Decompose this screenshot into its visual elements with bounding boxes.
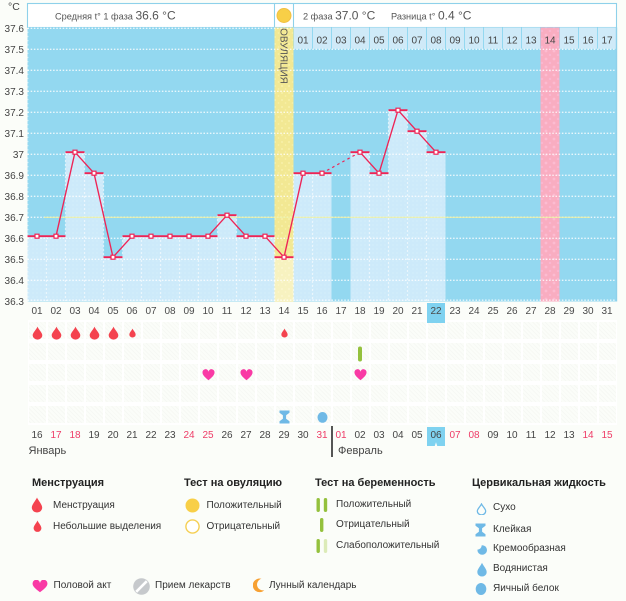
svg-text:14: 14 [544,36,556,47]
svg-text:37.1: 37.1 [5,129,25,140]
svg-text:02: 02 [316,36,328,47]
svg-text:36.6: 36.6 [5,234,25,245]
svg-text:08: 08 [430,36,442,47]
svg-text:06: 06 [392,36,404,47]
svg-text:07: 07 [411,36,423,47]
svg-text:37.4: 37.4 [5,66,25,77]
svg-text:10: 10 [468,36,480,47]
svg-text:17: 17 [601,36,613,47]
svg-text:Средняя t° 1 фаза 36.6 °C: Средняя t° 1 фаза 36.6 °C [55,9,176,23]
svg-text:°C: °C [8,1,20,13]
svg-text:01: 01 [297,36,309,47]
svg-text:37.6: 37.6 [5,24,25,35]
svg-text:2 фаза 37.0 °C: 2 фаза 37.0 °C [303,9,376,23]
svg-text:37: 37 [13,150,25,161]
svg-text:37.5: 37.5 [5,45,25,56]
svg-text:36.5: 36.5 [5,255,25,266]
svg-text:05: 05 [373,36,385,47]
svg-text:13: 13 [525,36,537,47]
svg-text:37.2: 37.2 [5,108,25,119]
svg-text:03: 03 [335,36,347,47]
svg-text:15: 15 [563,36,575,47]
svg-text:16: 16 [582,36,594,47]
svg-text:36.7: 36.7 [5,213,25,224]
svg-text:11: 11 [488,36,499,47]
svg-text:Разница t° 0.4 °C: Разница t° 0.4 °C [391,9,472,23]
svg-text:04: 04 [354,36,366,47]
svg-text:12: 12 [506,36,518,47]
svg-text:36.9: 36.9 [5,171,25,182]
svg-text:36.3: 36.3 [5,297,25,305]
svg-text:ОВУЛЯЦИЯ: ОВУЛЯЦИЯ [278,28,289,84]
svg-text:36.8: 36.8 [5,192,25,203]
svg-text:37.3: 37.3 [5,87,25,98]
svg-text:36.4: 36.4 [5,276,25,287]
svg-text:09: 09 [449,36,461,47]
